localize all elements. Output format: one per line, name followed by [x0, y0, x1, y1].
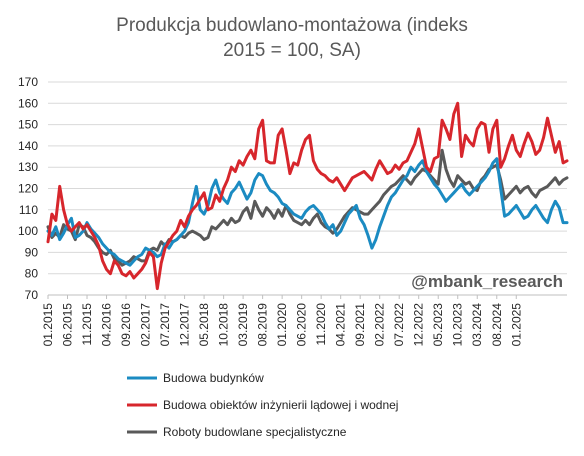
y-tick-label: 100	[18, 224, 38, 238]
x-tick-label: 08.2019	[256, 303, 270, 347]
x-tick-label: 12.2022	[412, 303, 426, 347]
legend-label: Budowa budynków	[163, 371, 264, 385]
x-tick-label: 05.2018	[197, 303, 211, 347]
x-tick-label: 06.2015	[61, 303, 75, 347]
y-tick-label: 150	[18, 118, 38, 132]
x-tick-label: 09.2021	[353, 303, 367, 347]
x-tick-label: 10.2018	[217, 303, 231, 347]
legend-label: Roboty budowlane specjalistyczne	[163, 425, 347, 439]
x-tick-label: 12.2017	[178, 303, 192, 347]
x-tick-label: 01.2020	[275, 303, 289, 347]
x-tick-label: 01.2015	[41, 303, 55, 347]
y-tick-label: 70	[25, 288, 39, 302]
x-tick-label: 11.2020	[314, 303, 328, 346]
y-tick-label: 120	[18, 182, 38, 196]
y-tick-label: 170	[18, 75, 38, 89]
x-tick-label: 11.2015	[80, 303, 94, 346]
x-tick-label: 02.2017	[139, 303, 153, 347]
x-tick-label: 03.2019	[236, 303, 250, 347]
y-tick-label: 90	[25, 245, 39, 259]
y-tick-label: 160	[18, 96, 38, 110]
x-tick-label: 04.2016	[100, 303, 114, 347]
x-tick-label: 07.2017	[158, 303, 172, 347]
x-tick-label: 02.2022	[373, 303, 387, 347]
x-tick-label: 07.2022	[392, 303, 406, 347]
y-tick-label: 80	[25, 267, 39, 281]
y-axis-ticks: 70 80 90 100 110 120 130 140 150 160 170	[18, 75, 38, 302]
x-axis-ticks: 01.2015 06.2015 11.2015 04.2016 09.2016 02.20…	[41, 295, 523, 346]
watermark-text: @mbank_research	[411, 272, 563, 291]
legend: Budowa budynków Budowa obiektów inżynieri…	[127, 371, 398, 439]
y-tick-label: 130	[18, 160, 38, 174]
x-tick-label: 10.2023	[451, 303, 465, 347]
series-line-0	[46, 157, 569, 267]
x-tick-label: 08.2024	[490, 303, 504, 347]
x-tick-label: 04.2021	[334, 303, 348, 347]
chart-title-line-2: 2015 = 100, SA)	[223, 40, 361, 61]
x-tick-label: 03.2024	[470, 303, 484, 347]
y-tick-label: 110	[19, 203, 38, 217]
x-tick-label: 05.2023	[431, 303, 445, 347]
series-layer	[46, 101, 569, 291]
x-tick-label: 01.2025	[509, 303, 523, 347]
legend-label: Budowa obiektów inżynierii lądowej i wod…	[163, 398, 398, 412]
chart-title-line-1: Produkcja budowlano-montażowa (indeks	[116, 15, 468, 36]
series-line-1	[46, 101, 569, 291]
y-tick-label: 140	[18, 139, 38, 153]
x-tick-label: 09.2016	[119, 303, 133, 347]
x-tick-label: 06.2020	[295, 303, 309, 347]
